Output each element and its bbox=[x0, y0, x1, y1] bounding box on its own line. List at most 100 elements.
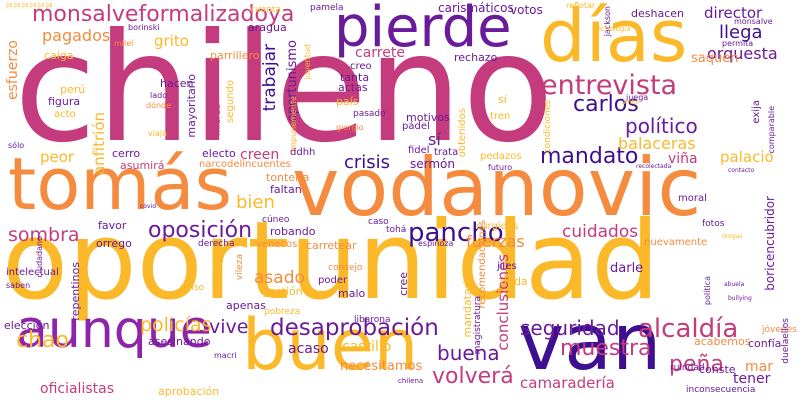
word-tren: tren bbox=[490, 111, 511, 122]
word-darle: darle bbox=[610, 261, 644, 276]
word-monsalve: monsalve bbox=[734, 17, 773, 26]
word-orquesta: orquesta bbox=[707, 44, 778, 63]
word-solo: sólo bbox=[8, 141, 25, 150]
word-sombra: sombra bbox=[8, 224, 80, 246]
word-acto: acto bbox=[54, 109, 76, 120]
word-sermon: sermón bbox=[410, 157, 455, 171]
word-ruindad: ruindad bbox=[670, 363, 705, 373]
word-malo: malo bbox=[338, 287, 366, 300]
word-reflotar: reflotar bbox=[566, 1, 596, 10]
word-eleccion: elección bbox=[4, 319, 50, 332]
word-desaprobacion: desaprobación bbox=[270, 315, 439, 341]
word-fotos: fotos bbox=[702, 219, 725, 229]
word-vodanovic: vodanovic bbox=[292, 141, 702, 234]
word-pamela: pamela bbox=[310, 3, 344, 13]
word-nuevamente: nuevamente bbox=[644, 237, 708, 248]
word-robando: robando bbox=[270, 225, 316, 238]
word-alcaldia: alcaldía bbox=[638, 314, 739, 344]
word-buen: buen bbox=[242, 304, 419, 386]
word-narcodelincuentes: narcodelincuentes bbox=[199, 159, 291, 170]
word-moral: moral bbox=[678, 193, 707, 204]
word-repentinos: repentinos bbox=[69, 262, 82, 321]
word-milei: mileí bbox=[114, 39, 134, 48]
word-faltan: faltan bbox=[270, 183, 302, 196]
word-seguridad: seguridad bbox=[520, 316, 620, 340]
word-trata: trata bbox=[434, 147, 459, 158]
word-poder: poder bbox=[318, 275, 348, 286]
word-impunemente: impunemente bbox=[289, 96, 298, 152]
word-hacen: hacen bbox=[160, 77, 194, 90]
word-donde: dónde bbox=[146, 101, 172, 110]
word-condiciones: condiciones bbox=[543, 100, 553, 154]
word-aprobacion: aprobación bbox=[158, 385, 220, 398]
word-asumira: asumirá bbox=[120, 159, 165, 172]
word-pobreza: pobreza bbox=[264, 307, 301, 317]
word-viaja: viaja bbox=[148, 129, 167, 138]
word-camaraderia: camaradería bbox=[520, 374, 615, 392]
word-covid: covid bbox=[140, 203, 156, 210]
word-llega: llega bbox=[719, 22, 763, 43]
word-jovenes: jóvenes bbox=[762, 325, 797, 335]
word-ambo: ambo bbox=[622, 99, 640, 106]
word-figura: figura bbox=[48, 95, 81, 108]
word-castillo: castillo bbox=[342, 339, 392, 355]
word-aragua: aragua bbox=[248, 21, 287, 34]
word-parrillero: parrillero bbox=[210, 49, 260, 62]
word-mandatario: mandatario bbox=[461, 274, 474, 338]
word-ddhh: ddhh bbox=[290, 147, 316, 158]
word-grito: grito bbox=[154, 32, 189, 50]
word-segundo: segundo bbox=[225, 80, 236, 123]
word-abuela: abuela bbox=[724, 281, 745, 288]
word-pena: peña bbox=[669, 352, 724, 377]
word-oficialistas: oficialistas bbox=[40, 381, 114, 397]
word-crisis: crisis bbox=[344, 152, 391, 173]
word-peru: perú bbox=[60, 83, 86, 96]
word-oportunidad: oportunidad bbox=[2, 199, 660, 324]
word-pasado: pasado bbox=[353, 109, 386, 119]
word-votos: votos bbox=[510, 3, 543, 17]
word-duelaellos: duelaellos bbox=[781, 318, 791, 364]
word-cuanta: cuanta bbox=[250, 5, 281, 15]
word-apenas: apenas bbox=[226, 299, 266, 312]
word-vileza: vileza bbox=[235, 254, 245, 281]
word-bien: bien bbox=[236, 192, 275, 213]
word-chileno: chileno bbox=[14, 2, 555, 176]
word-surgidos: surgidos bbox=[476, 221, 519, 232]
word-venecos: venecos bbox=[256, 239, 298, 250]
word-juega: juega bbox=[626, 93, 649, 102]
word-monsalveformalizadoya: monsalveformalizadoya bbox=[32, 2, 295, 27]
word-electo: electo bbox=[202, 147, 236, 160]
word-balaceras: balaceras bbox=[618, 134, 696, 153]
word-peor: peor bbox=[40, 148, 75, 166]
word-trabajar: trabajar bbox=[260, 44, 280, 112]
word-muestra: muestra bbox=[560, 336, 652, 361]
word-motivos: motivos bbox=[406, 111, 450, 124]
word-ja-4: ja bbox=[30, 1, 37, 9]
word-pedazos: pedazos bbox=[480, 151, 522, 162]
word-entrevista: entrevista bbox=[541, 70, 678, 101]
word-creen: creen bbox=[240, 147, 280, 163]
word-inconsecuencia: inconsecuencia bbox=[686, 385, 756, 395]
word-director: director bbox=[704, 4, 763, 22]
word-ja-5: ja bbox=[38, 1, 45, 9]
word-giorgio: giorgio bbox=[336, 123, 364, 132]
word-anfitrion: anfitrión bbox=[90, 112, 108, 176]
word-necesitamos: necesitamos bbox=[340, 359, 423, 374]
word-carismaticos: carismáticos bbox=[438, 1, 514, 15]
word-dias: días bbox=[540, 0, 688, 78]
word-pierde: pierde bbox=[334, 0, 512, 60]
word-acaso: acaso bbox=[288, 341, 329, 357]
word-ja-6: ja bbox=[46, 1, 53, 9]
word-recolectada: recolectada bbox=[636, 163, 672, 170]
word-chilena: chilena bbox=[398, 377, 424, 385]
word-intelectual: intelectual bbox=[6, 267, 59, 278]
word-exija: exija bbox=[751, 100, 762, 124]
word-esfuerzo: esfuerzo bbox=[5, 40, 21, 100]
word-boricencubridor: boricencubridor bbox=[763, 196, 777, 291]
word-vina: viña bbox=[668, 151, 698, 167]
word-tecnologia: tecnología bbox=[594, 25, 631, 33]
word-conste: conste bbox=[699, 363, 736, 376]
word-acabemos: acabemos bbox=[694, 335, 751, 348]
word-fidel: fidel bbox=[408, 145, 430, 156]
